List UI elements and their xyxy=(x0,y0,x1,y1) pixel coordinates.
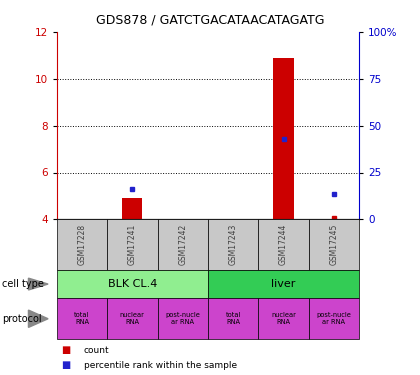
Bar xyxy=(122,198,142,219)
Text: total
RNA: total RNA xyxy=(74,312,89,325)
Text: GSM17245: GSM17245 xyxy=(329,224,339,266)
Text: liver: liver xyxy=(271,279,296,289)
Text: GSM17244: GSM17244 xyxy=(279,224,288,266)
Text: GSM17228: GSM17228 xyxy=(77,224,87,265)
Bar xyxy=(273,58,294,219)
Text: total
RNA: total RNA xyxy=(226,312,241,325)
Text: ■: ■ xyxy=(61,360,70,370)
Text: post-nucle
ar RNA: post-nucle ar RNA xyxy=(165,312,200,325)
Text: cell type: cell type xyxy=(2,279,44,289)
Text: GSM17242: GSM17242 xyxy=(178,224,187,266)
Text: nuclear
RNA: nuclear RNA xyxy=(120,312,145,325)
Text: BLK CL.4: BLK CL.4 xyxy=(108,279,157,289)
Text: ■: ■ xyxy=(61,345,70,355)
Text: protocol: protocol xyxy=(2,314,42,324)
Text: percentile rank within the sample: percentile rank within the sample xyxy=(84,361,237,370)
Text: GSM17241: GSM17241 xyxy=(128,224,137,266)
Text: post-nucle
ar RNA: post-nucle ar RNA xyxy=(316,312,352,325)
Text: count: count xyxy=(84,346,110,355)
Text: GSM17243: GSM17243 xyxy=(228,224,238,266)
Text: GDS878 / GATCTGACATAACATAGATG: GDS878 / GATCTGACATAACATAGATG xyxy=(96,13,324,26)
Polygon shape xyxy=(29,278,48,290)
Polygon shape xyxy=(29,310,48,327)
Text: nuclear
RNA: nuclear RNA xyxy=(271,312,296,325)
